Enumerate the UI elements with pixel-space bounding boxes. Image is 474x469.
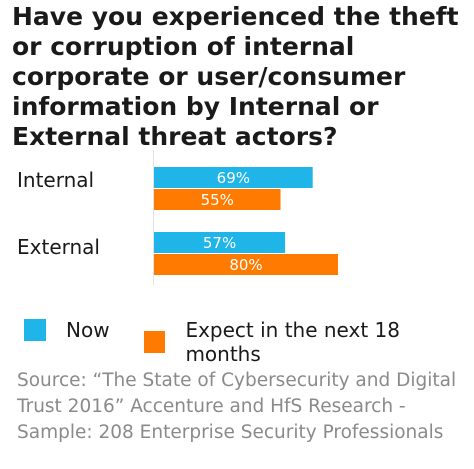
- legend-label-now: Now: [66, 318, 110, 342]
- source-note: Source: “The State of Cybersecurity and …: [17, 370, 457, 443]
- legend-swatch-expect: [144, 331, 166, 353]
- bar-external-series-1: [154, 254, 338, 275]
- legend-item-expect: Expect in the next 18 months: [144, 318, 474, 366]
- data-label-external-series-1: 80%: [229, 256, 262, 274]
- legend-item-now: Now: [24, 318, 110, 342]
- bar-internal-series-0: [154, 167, 313, 188]
- legend-label-expect: Expect in the next 18 months: [185, 318, 400, 366]
- chart-title: Have you experienced the theft or corrup…: [12, 2, 459, 151]
- legend-swatch-now: [24, 319, 46, 341]
- category-label-internal: Internal: [17, 168, 94, 192]
- bar-internal-series-1: [154, 189, 281, 210]
- data-label-internal-series-0: 69%: [217, 169, 250, 187]
- chart-legend: Now Expect in the next 18 months: [0, 318, 474, 366]
- category-label-external: External: [17, 235, 100, 259]
- bar-chart: Internal 69% 55% External 57% 80%: [17, 150, 338, 285]
- data-label-internal-series-1: 55%: [201, 191, 234, 209]
- bar-external-series-0: [154, 232, 286, 253]
- data-label-external-series-0: 57%: [203, 234, 236, 252]
